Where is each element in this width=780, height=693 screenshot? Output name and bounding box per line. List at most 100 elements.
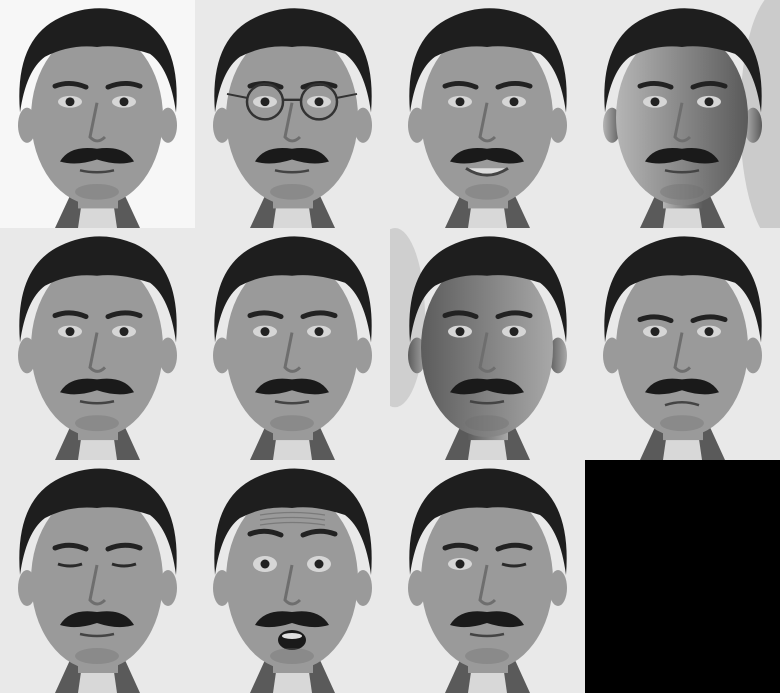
face (603, 236, 762, 460)
nose (283, 332, 302, 373)
mouth (465, 167, 509, 177)
mustache (255, 611, 329, 628)
nose (88, 332, 107, 373)
face (603, 8, 762, 228)
nose (478, 332, 497, 373)
right-ear (744, 337, 762, 374)
face (408, 8, 567, 228)
face-tile-empty (585, 460, 780, 693)
left-eyebrow (247, 310, 284, 320)
right-eyebrow (105, 80, 143, 90)
mustache (255, 147, 329, 164)
nose (88, 102, 107, 143)
mustache (450, 147, 524, 164)
right-ear (354, 570, 372, 606)
head (421, 29, 553, 206)
left-eyebrow (442, 80, 479, 90)
hair (214, 468, 372, 575)
right-ear (159, 570, 177, 606)
nose (673, 332, 692, 373)
mustache (645, 378, 719, 395)
nose (283, 564, 302, 606)
mustache (255, 378, 329, 395)
face (18, 236, 177, 460)
head (31, 257, 163, 438)
hair (409, 468, 567, 575)
nose (478, 564, 497, 606)
mouth (79, 632, 115, 638)
head (616, 29, 748, 206)
mouth (664, 401, 700, 407)
right-ear (159, 337, 177, 374)
face-tile-wink (390, 460, 585, 693)
right-eye (501, 562, 527, 568)
mouth (79, 169, 115, 174)
right-ear (354, 107, 372, 143)
right-eyebrow (495, 310, 533, 320)
face-tile-normal (0, 0, 195, 228)
face-tile-happy (390, 0, 585, 228)
right-eyebrow (300, 528, 338, 538)
mouth (274, 400, 310, 405)
left-eyebrow (52, 310, 89, 320)
face (213, 468, 372, 693)
mustache (60, 378, 134, 395)
mustache (60, 147, 134, 164)
left-eye (57, 562, 83, 568)
face-tile-leftlight (585, 0, 780, 228)
hair (604, 236, 762, 343)
mouth (79, 400, 115, 405)
right-eyebrow (105, 542, 143, 552)
right-ear (549, 107, 567, 143)
mouth (664, 169, 700, 174)
mustache (60, 611, 134, 628)
head (31, 490, 163, 670)
right-eyebrow (690, 314, 728, 324)
face (213, 8, 372, 228)
hair (409, 8, 567, 113)
hair (214, 8, 372, 113)
head (421, 490, 553, 670)
nose (283, 102, 302, 143)
glasses (226, 82, 358, 121)
left-eyebrow (637, 314, 674, 324)
nose (478, 102, 497, 143)
face (18, 8, 177, 228)
nose (88, 564, 107, 606)
face (18, 468, 177, 693)
face (408, 236, 567, 460)
mouth (469, 632, 505, 638)
right-ear (159, 107, 177, 143)
face-tile-noglasses (0, 228, 195, 460)
face (213, 236, 372, 460)
left-eyebrow (247, 528, 284, 538)
head (226, 257, 358, 438)
hair (19, 236, 177, 343)
face-tile-glasses (195, 0, 390, 228)
head (421, 257, 553, 438)
right-eyebrow (300, 310, 338, 320)
right-eyebrow (690, 80, 728, 90)
head (616, 257, 748, 438)
hair (409, 236, 567, 343)
right-eyebrow (105, 310, 143, 320)
face-tile-rightlight (390, 228, 585, 460)
left-eyebrow (52, 80, 89, 90)
face-tile-sleepy (0, 460, 195, 693)
hair (604, 8, 762, 113)
left-eyebrow (442, 310, 479, 320)
face-tile-sad (585, 228, 780, 460)
mustache (450, 611, 524, 628)
right-ear (549, 337, 567, 374)
left-eyebrow (442, 542, 479, 552)
right-ear (354, 337, 372, 374)
mustache (645, 147, 719, 164)
mustache (450, 378, 524, 395)
right-ear (744, 107, 762, 143)
face-tile-normal (195, 228, 390, 460)
hair (19, 468, 177, 575)
right-eye (111, 562, 137, 568)
right-eyebrow (495, 80, 533, 90)
mouth (469, 400, 505, 405)
